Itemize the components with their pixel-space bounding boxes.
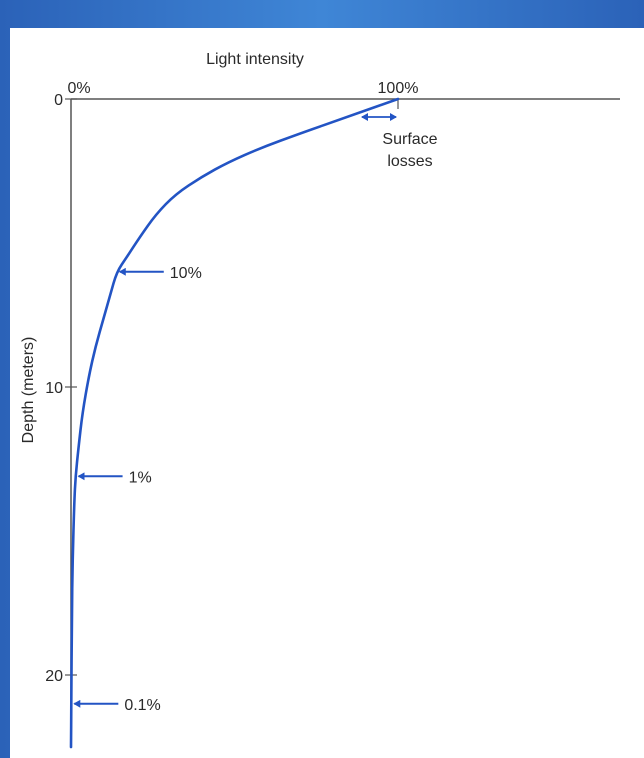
y-tick-label-10: 10 <box>45 380 63 397</box>
annotation-label-0: 10% <box>170 265 202 282</box>
chart-panel <box>10 28 644 758</box>
surface-losses-label-line1: Surface <box>382 131 437 148</box>
y-tick-label-0: 0 <box>54 92 63 109</box>
annotation-label-2: 0.1% <box>124 697 160 714</box>
y-axis-title: Depth (meters) <box>20 337 37 444</box>
plot-area: 0% 100% 0 10 20 10% 1% 0.1% Surface losses <box>45 80 620 749</box>
light-attenuation-curve <box>69 97 400 749</box>
annotation-label-1: 1% <box>129 469 152 486</box>
x-tick-label-100: 100% <box>378 80 419 97</box>
x-tick-label-0: 0% <box>67 80 90 97</box>
y-tick-label-20: 20 <box>45 668 63 685</box>
x-axis-title: Light intensity <box>206 51 304 68</box>
surface-losses-label-line2: losses <box>387 153 432 170</box>
